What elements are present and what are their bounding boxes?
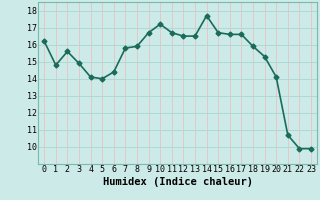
- X-axis label: Humidex (Indice chaleur): Humidex (Indice chaleur): [103, 177, 252, 187]
